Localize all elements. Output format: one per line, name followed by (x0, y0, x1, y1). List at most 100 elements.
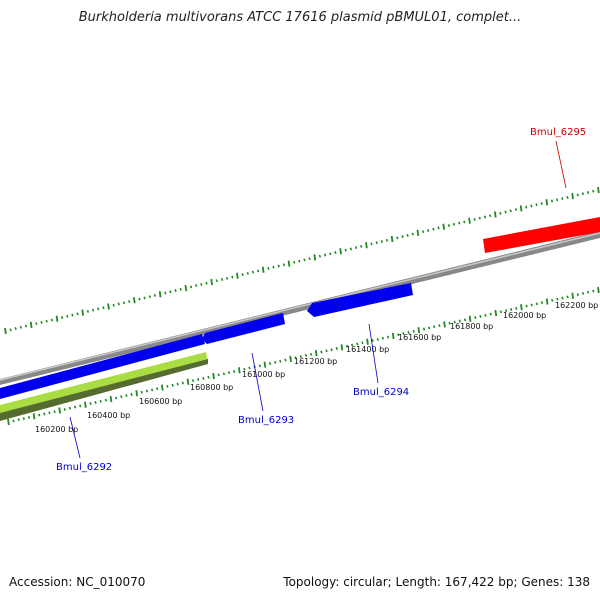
minor-tick (483, 215, 487, 219)
minor-tick (329, 252, 332, 256)
minor-tick (294, 356, 297, 360)
major-tick (236, 272, 239, 279)
gene-bmul-6293[interactable] (202, 313, 285, 344)
backbone-highlight (0, 232, 600, 381)
minor-tick (525, 304, 528, 308)
minor-tick (277, 264, 280, 268)
minor-tick (463, 318, 467, 322)
minor-tick (169, 290, 172, 294)
major-tick (366, 338, 369, 345)
major-tick (289, 355, 292, 363)
minor-tick (556, 297, 559, 301)
minor-tick (514, 208, 518, 212)
minor-tick (256, 269, 260, 273)
minor-tick (117, 302, 120, 306)
minor-tick (474, 316, 477, 319)
major-tick (571, 292, 574, 299)
minor-tick (550, 199, 554, 203)
minor-tick (279, 359, 282, 363)
minor-tick (220, 278, 224, 281)
major-tick (339, 248, 342, 255)
minor-tick (200, 282, 203, 286)
minor-tick (361, 341, 364, 345)
minor-tick (73, 405, 77, 409)
gene-label-bmul-6292[interactable]: Bmul_6292 (56, 462, 112, 473)
minor-tick (422, 327, 426, 331)
minor-tick (437, 226, 440, 230)
minor-tick (335, 347, 338, 350)
minor-tick (401, 235, 404, 239)
tick-label: 161400 bp (346, 345, 389, 354)
minor-tick (375, 241, 378, 245)
minor-tick (325, 349, 328, 353)
major-tick (494, 211, 497, 218)
minor-tick (592, 189, 595, 193)
major-tick (186, 378, 190, 385)
minor-tick (222, 372, 226, 376)
minor-tick (258, 364, 261, 368)
gene-bmul-6294[interactable] (307, 283, 413, 317)
minor-tick (581, 192, 585, 196)
minor-tick (381, 336, 385, 340)
minor-tick (432, 227, 435, 231)
tick-label: 161000 bp (242, 370, 285, 379)
minor-tick (320, 350, 323, 354)
major-tick (84, 401, 87, 408)
minor-tick (267, 267, 270, 270)
minor-tick (576, 293, 580, 297)
major-tick (133, 297, 136, 304)
minor-tick (79, 404, 82, 408)
tick-label: 162200 bp (555, 301, 598, 310)
minor-tick (171, 383, 174, 387)
minor-tick (406, 233, 409, 237)
minor-tick (148, 295, 151, 299)
minor-tick (9, 328, 12, 332)
minor-tick (344, 248, 347, 252)
minor-tick (447, 224, 451, 228)
major-tick (287, 260, 291, 267)
minor-tick (63, 407, 66, 411)
gene-label-bmul-6294[interactable]: Bmul_6294 (353, 387, 409, 398)
minor-tick (433, 325, 436, 329)
minor-tick (504, 210, 507, 214)
gene-bmul-6292[interactable] (0, 334, 205, 399)
accession-text: Accession: NC_010070 (9, 575, 146, 589)
minor-tick (94, 401, 97, 404)
leader-bmul-6293 (251, 352, 264, 412)
minor-tick (323, 253, 327, 257)
minor-tick (232, 370, 236, 373)
minor-tick (427, 326, 431, 330)
minor-tick (397, 333, 400, 337)
minor-tick (334, 251, 337, 254)
minor-tick (143, 296, 146, 300)
gene-label-bmul-6295[interactable]: Bmul_6295 (530, 127, 586, 138)
minor-tick (102, 306, 105, 310)
major-tick (417, 327, 421, 334)
minor-tick (125, 394, 128, 398)
minor-tick (566, 195, 569, 199)
minor-tick (371, 339, 374, 342)
major-tick (4, 327, 7, 335)
minor-tick (530, 303, 533, 307)
lower-tick-row (7, 286, 600, 426)
minor-tick (179, 287, 182, 291)
minor-tick (156, 387, 159, 391)
minor-tick (17, 418, 20, 422)
major-tick (238, 367, 241, 374)
minor-tick (268, 362, 272, 365)
tick-label: 161800 bp (450, 322, 493, 331)
map-title: Burkholderia multivorans ATCC 17616 plas… (78, 10, 522, 25)
minor-tick (309, 352, 313, 356)
major-tick (212, 372, 215, 380)
major-tick (81, 309, 84, 316)
minor-tick (114, 396, 118, 400)
minor-tick (453, 320, 456, 324)
minor-tick (274, 360, 277, 364)
minor-tick (231, 275, 234, 279)
tick-label: 160600 bp (139, 397, 182, 406)
major-tick (520, 304, 523, 311)
gene-bmul-6295[interactable] (483, 217, 600, 253)
minor-tick (551, 298, 554, 302)
gene-label-bmul-6293[interactable]: Bmul_6293 (238, 415, 294, 426)
